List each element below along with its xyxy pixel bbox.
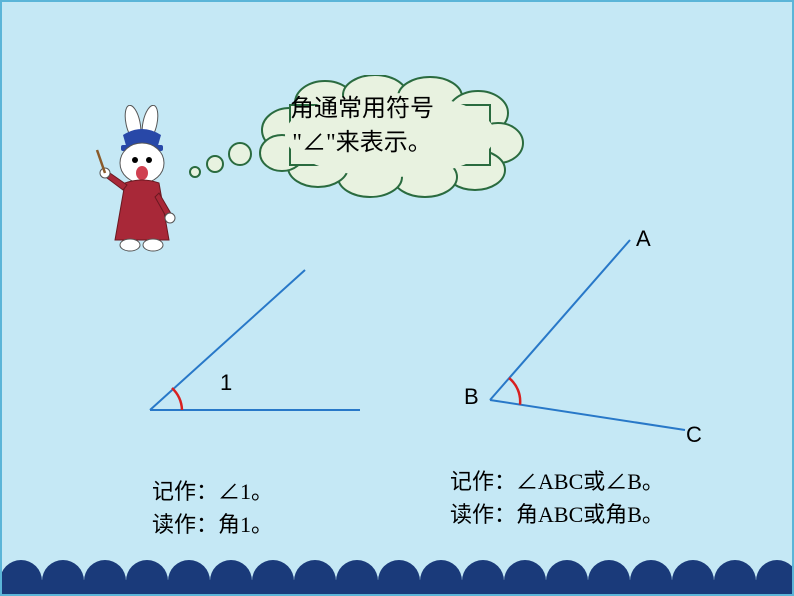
notation-block-1: 记作：∠1。 读作：角1。 — [152, 475, 273, 541]
angle1-svg — [130, 260, 380, 430]
rabbit-svg — [95, 105, 190, 255]
write-row-1: 记作：∠1。 — [152, 475, 273, 508]
read-row-1: 读作：角1。 — [152, 508, 273, 541]
angle2-label-a: A — [636, 226, 651, 252]
notation-block-2: 记作：∠ABC或∠B。 读作：角ABC或角B。 — [450, 465, 664, 531]
read-row-2: 读作：角ABC或角B。 — [450, 498, 664, 531]
read-value-2: 角ABC或角B。 — [516, 502, 664, 527]
bubble-line2: "∠"来表示。 — [292, 130, 432, 156]
angle-diagram-1: 1 — [130, 260, 380, 430]
write-label-1: 记作： — [152, 479, 218, 504]
read-value-1: 角1。 — [218, 512, 273, 537]
angle-diagram-2: A B C — [450, 230, 700, 430]
bubble-line1: 角通常用符号 — [290, 96, 434, 122]
bubble-text: 角通常用符号 "∠"来表示。 — [290, 93, 434, 160]
rabbit-character — [95, 105, 190, 255]
angle2-label-b: B — [464, 384, 479, 410]
read-label-2: 读作： — [450, 502, 516, 527]
write-label-2: 记作： — [450, 469, 516, 494]
thought-bubble: 角通常用符号 "∠"来表示。 — [250, 75, 530, 185]
angle1-label: 1 — [220, 370, 232, 396]
write-row-2: 记作：∠ABC或∠B。 — [450, 465, 664, 498]
read-label-1: 读作： — [152, 512, 218, 537]
angle2-label-c: C — [686, 422, 702, 448]
wave-footer — [0, 546, 794, 596]
angle2-svg — [450, 230, 710, 440]
write-value-1: ∠1。 — [218, 479, 273, 504]
write-value-2: ∠ABC或∠B。 — [516, 469, 664, 494]
